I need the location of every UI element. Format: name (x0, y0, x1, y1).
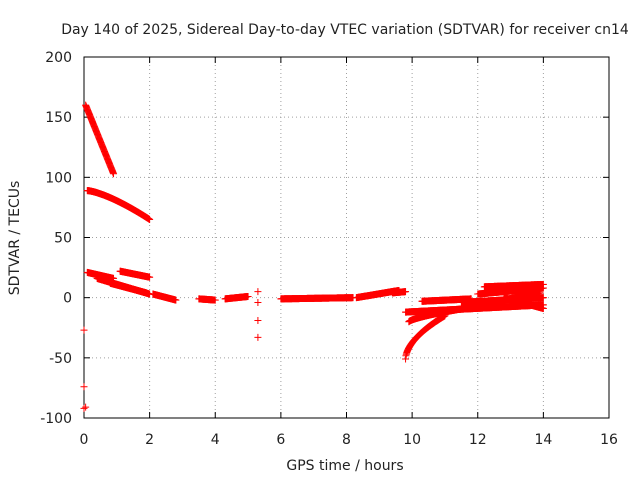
data-point (110, 170, 118, 178)
x-tick-label: 2 (145, 432, 154, 448)
data-point (82, 403, 90, 411)
y-tick-label: 0 (63, 291, 72, 307)
y-tick-label: 50 (54, 231, 72, 247)
y-tick-label: -50 (49, 351, 72, 367)
y-tick-label: 150 (45, 110, 72, 126)
chart-title: Day 140 of 2025, Sidereal Day-to-day VTE… (61, 22, 629, 38)
y-tick-label: -100 (40, 411, 72, 427)
data-point (402, 288, 410, 296)
x-tick-label: 14 (534, 432, 552, 448)
grid (84, 57, 609, 418)
data-point (146, 273, 154, 281)
x-tick-label: 16 (600, 432, 618, 448)
data-point (244, 292, 252, 300)
data-point (142, 289, 150, 297)
x-tick-label: 8 (342, 432, 351, 448)
x-tick-label: 12 (469, 432, 487, 448)
axis-ticks: 0 2 4 6 8 10 12 14 16 -100 -50 0 50 100 150 200 (40, 50, 618, 448)
data-point (254, 288, 262, 296)
data-point (539, 294, 547, 302)
y-tick-label: 100 (45, 170, 72, 186)
data-point (80, 404, 88, 412)
x-tick-label: 0 (80, 432, 89, 448)
data-point (539, 304, 547, 312)
data-point (211, 296, 219, 304)
y-axis-label: SDTVAR / TECUs (7, 181, 23, 296)
x-tick-label: 10 (403, 432, 421, 448)
x-tick-label: 6 (276, 432, 285, 448)
data-point (254, 317, 262, 325)
data-point (80, 326, 88, 334)
y-tick-label: 200 (45, 50, 72, 66)
data-point (254, 333, 262, 341)
x-axis-label: GPS time / hours (286, 458, 403, 474)
data-point (172, 296, 180, 304)
data-point (254, 298, 262, 306)
data-point (146, 215, 154, 223)
x-tick-label: 4 (211, 432, 220, 448)
data-point (539, 280, 547, 288)
data-point (80, 383, 88, 391)
data-points (80, 101, 547, 412)
